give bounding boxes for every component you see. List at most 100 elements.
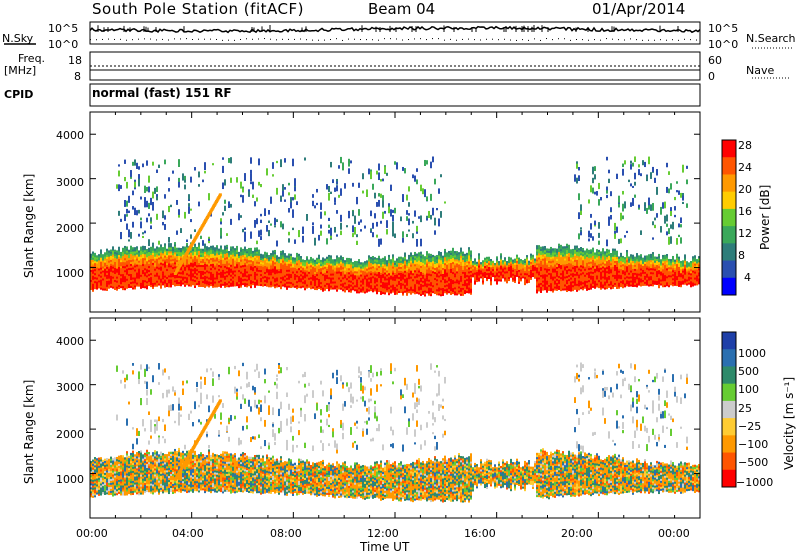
heatmap-cell — [442, 285, 444, 288]
heatmap-cell — [250, 255, 252, 259]
heatmap-cell — [252, 252, 254, 256]
heatmap-cell — [162, 277, 164, 280]
heatmap-cell — [286, 273, 288, 276]
heatmap-cell — [274, 255, 276, 259]
heatmap-cell — [542, 286, 544, 289]
heatmap-cell — [406, 271, 408, 274]
heatmap-cell — [254, 249, 256, 252]
heatmap-cell — [566, 285, 568, 289]
heatmap-cell — [244, 258, 246, 261]
heatmap-cell — [132, 257, 134, 260]
heatmap-cell — [218, 260, 220, 263]
heatmap-cell — [316, 273, 318, 277]
heatmap-cell — [514, 280, 516, 283]
heatmap-cell — [168, 275, 170, 278]
heatmap-cell — [508, 266, 510, 270]
heatmap-cell — [180, 281, 182, 285]
heatmap-cell — [324, 288, 326, 291]
heatmap-cell — [234, 260, 236, 263]
heatmap-cell — [164, 255, 166, 258]
heatmap-cell — [318, 284, 320, 287]
heatmap-cell — [458, 252, 460, 255]
heatmap-cell — [112, 246, 114, 249]
heatmap-cell — [140, 270, 142, 273]
heatmap-cell — [326, 280, 328, 284]
heatmap-cell — [450, 290, 452, 293]
heatmap-cell — [128, 265, 130, 269]
heatmap-cell — [144, 253, 146, 257]
heatmap-cell — [546, 280, 548, 283]
heatmap-cell — [458, 262, 460, 265]
heatmap-cell — [334, 275, 336, 278]
heatmap-cell — [474, 272, 476, 275]
heatmap-cell — [312, 268, 314, 271]
heatmap-cell — [436, 292, 438, 296]
heatmap-cell — [416, 275, 418, 278]
heatmap-cell — [544, 257, 546, 261]
heatmap-cell — [440, 275, 442, 279]
heatmap-cell — [132, 259, 134, 262]
heatmap-cell — [310, 258, 312, 262]
heatmap-cell — [378, 255, 380, 259]
heatmap-cell — [372, 265, 374, 269]
heatmap-cell — [444, 284, 446, 288]
heatmap-cell — [302, 277, 304, 280]
heatmap-cell — [178, 159, 180, 167]
heatmap-cell — [454, 275, 456, 278]
heatmap-cell — [496, 274, 498, 277]
heatmap-cell — [310, 262, 312, 266]
heatmap-cell — [558, 277, 560, 280]
heatmap-cell — [476, 269, 478, 273]
heatmap-cell — [116, 288, 118, 291]
heatmap-cell — [494, 266, 496, 270]
heatmap-cell — [204, 281, 206, 284]
heatmap-cell — [320, 271, 322, 275]
heatmap-cell — [268, 281, 270, 284]
heatmap-cell — [394, 268, 396, 271]
heatmap-cell — [446, 276, 448, 279]
heatmap-cell — [244, 227, 246, 230]
heatmap-cell — [554, 270, 556, 273]
heatmap-cell — [268, 230, 270, 237]
heatmap-cell — [216, 281, 218, 284]
heatmap-cell — [370, 286, 372, 290]
heatmap-cell — [570, 261, 572, 264]
heatmap-cell — [176, 259, 178, 263]
heatmap-cell — [242, 228, 244, 233]
heatmap-cell — [154, 260, 156, 263]
heatmap-cell — [490, 266, 492, 270]
heatmap-cell — [250, 271, 252, 275]
heatmap-cell — [120, 253, 122, 257]
heatmap-cell — [360, 276, 362, 279]
heatmap-cell — [198, 262, 200, 265]
heatmap-cell — [244, 280, 246, 283]
heatmap-cell — [466, 284, 468, 288]
heatmap-cell — [182, 268, 184, 271]
heatmap-cell — [248, 267, 250, 271]
heatmap-cell — [376, 283, 378, 287]
heatmap-cell — [244, 278, 246, 281]
heatmap-cell — [432, 290, 434, 294]
heatmap-cell — [412, 260, 414, 264]
heatmap-cell — [410, 254, 412, 257]
heatmap-cell — [462, 287, 464, 290]
heatmap-cell — [106, 252, 108, 255]
heatmap-cell — [172, 258, 174, 262]
heatmap-cell — [416, 289, 418, 292]
heatmap-cell — [182, 173, 184, 181]
heatmap-cell — [164, 215, 166, 220]
heatmap-cell — [370, 266, 372, 270]
heatmap-cell — [280, 250, 282, 254]
heatmap-cell — [172, 270, 174, 274]
heatmap-cell — [228, 285, 230, 288]
heatmap-cell — [134, 269, 136, 272]
heatmap-cell — [152, 250, 154, 253]
heatmap-cell — [270, 269, 272, 272]
heatmap-cell — [564, 274, 566, 277]
heatmap-cell — [350, 282, 352, 285]
heatmap-cell — [414, 265, 416, 269]
heatmap-cell — [290, 271, 292, 275]
heatmap-cell — [280, 260, 282, 264]
heatmap-cell — [270, 257, 272, 260]
heatmap-cell — [424, 288, 426, 291]
